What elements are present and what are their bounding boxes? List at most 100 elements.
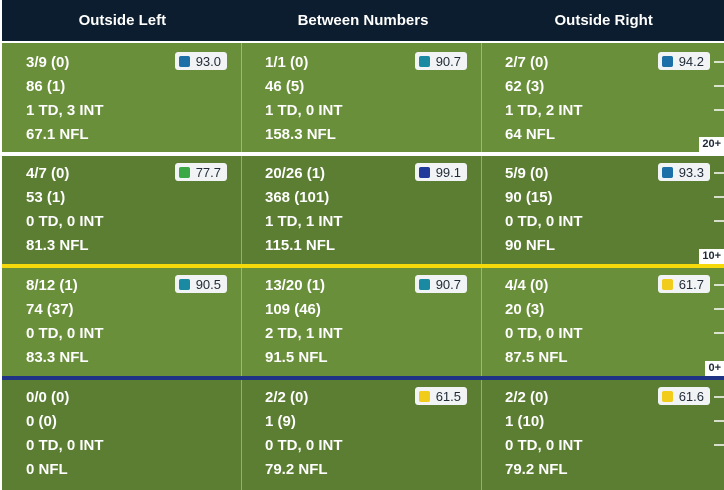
stat-td-int: 2 TD, 1 INT	[265, 325, 343, 342]
grade-value: 61.7	[678, 276, 704, 292]
stat-rating: 67.1 NFL	[26, 126, 89, 143]
grade-badge: 90.7	[414, 52, 467, 70]
stat-yards: 20 (3)	[505, 301, 545, 318]
stat-rating: 87.5 NFL	[505, 349, 568, 366]
stat-rating: 0 NFL	[26, 461, 68, 478]
yard-tick	[714, 308, 724, 310]
stat-comp: 8/12 (1)	[26, 277, 78, 294]
grade-color-swatch	[178, 166, 190, 178]
cell-intermediate-between-numbers[interactable]: 20/26 (1) 368 (101) 1 TD, 1 INT 115.1 NFL 99…	[241, 154, 481, 266]
cell-behind-los-between-numbers[interactable]: 2/2 (0) 1 (9) 0 TD, 0 INT 79.2 NFL 61.5	[241, 378, 481, 490]
grade-value: 61.5	[435, 388, 461, 404]
grade-color-swatch	[178, 278, 190, 290]
grade-badge: 77.7	[174, 163, 227, 181]
yard-tick	[714, 444, 724, 446]
field-grid: 3/9 (0) 86 (1) 1 TD, 3 INT 67.1 NFL 93.0 1/1 …	[2, 43, 724, 490]
stat-comp: 1/1 (0)	[265, 54, 309, 71]
stat-yards: 90 (15)	[505, 189, 553, 206]
stat-comp: 20/26 (1)	[265, 165, 326, 182]
grade-value: 93.3	[678, 164, 704, 180]
cell-stats: 0/0 (0) 0 (0) 0 TD, 0 INT 0 NFL	[26, 386, 104, 482]
cell-behind-los-outside-right[interactable]: 2/2 (0) 1 (10) 0 TD, 0 INT 79.2 NFL 61.6	[481, 378, 724, 490]
grade-color-swatch	[418, 278, 430, 290]
cell-stats: 4/7 (0) 53 (1) 0 TD, 0 INT 81.3 NFL	[26, 162, 104, 258]
stat-td-int: 0 TD, 0 INT	[265, 437, 343, 454]
yard-tick	[714, 284, 724, 286]
cell-deep-between-numbers[interactable]: 1/1 (0) 46 (5) 1 TD, 0 INT 158.3 NFL 90.7	[241, 43, 481, 154]
stat-rating: 81.3 NFL	[26, 237, 89, 254]
stat-yards: 53 (1)	[26, 189, 66, 206]
cell-short-outside-left[interactable]: 8/12 (1) 74 (37) 0 TD, 0 INT 83.3 NFL 90.5	[2, 266, 241, 378]
grade-value: 99.1	[435, 164, 461, 180]
cell-intermediate-outside-right[interactable]: 5/9 (0) 90 (15) 0 TD, 0 INT 90 NFL 93.3	[481, 154, 724, 266]
stat-rating: 64 NFL	[505, 126, 556, 143]
cell-stats: 2/2 (0) 1 (9) 0 TD, 0 INT 79.2 NFL	[265, 386, 343, 482]
grade-value: 93.0	[195, 53, 221, 69]
stat-td-int: 0 TD, 0 INT	[505, 437, 583, 454]
yard-tick	[714, 332, 724, 334]
stat-rating: 83.3 NFL	[26, 349, 89, 366]
stat-td-int: 1 TD, 0 INT	[265, 102, 343, 119]
stat-rating: 90 NFL	[505, 237, 556, 254]
stat-td-int: 1 TD, 3 INT	[26, 102, 104, 119]
grade-badge: 90.5	[174, 275, 227, 293]
yard-tick	[714, 420, 724, 422]
stat-td-int: 1 TD, 2 INT	[505, 102, 583, 119]
stat-yards: 368 (101)	[265, 189, 330, 206]
stat-td-int: 1 TD, 1 INT	[265, 213, 343, 230]
depth-label: 20+	[699, 137, 724, 152]
stat-td-int: 0 TD, 0 INT	[505, 325, 583, 342]
yard-tick	[714, 61, 724, 63]
cell-stats: 2/2 (0) 1 (10) 0 TD, 0 INT 79.2 NFL	[505, 386, 583, 482]
cell-short-between-numbers[interactable]: 13/20 (1) 109 (46) 2 TD, 1 INT 91.5 NFL 90.7	[241, 266, 481, 378]
grade-color-swatch	[418, 390, 430, 402]
stat-rating: 91.5 NFL	[265, 349, 328, 366]
cell-stats: 2/7 (0) 62 (3) 1 TD, 2 INT 64 NFL	[505, 51, 583, 147]
cell-short-outside-right[interactable]: 4/4 (0) 20 (3) 0 TD, 0 INT 87.5 NFL 61.7	[481, 266, 724, 378]
yard-tick	[714, 85, 724, 87]
yard-tick	[714, 109, 724, 111]
grade-badge: 94.2	[657, 52, 710, 70]
depth-label: 10+	[699, 249, 724, 264]
stat-yards: 46 (5)	[265, 78, 305, 95]
grade-value: 90.5	[195, 276, 221, 292]
stat-yards: 74 (37)	[26, 301, 74, 318]
stat-yards: 86 (1)	[26, 78, 66, 95]
stat-comp: 3/9 (0)	[26, 54, 70, 71]
stat-yards: 1 (9)	[265, 413, 296, 430]
stat-rating: 79.2 NFL	[265, 461, 328, 478]
cell-intermediate-outside-left[interactable]: 4/7 (0) 53 (1) 0 TD, 0 INT 81.3 NFL 77.7	[2, 154, 241, 266]
cell-stats: 4/4 (0) 20 (3) 0 TD, 0 INT 87.5 NFL	[505, 274, 583, 370]
stat-comp: 4/7 (0)	[26, 165, 70, 182]
cell-stats: 1/1 (0) 46 (5) 1 TD, 0 INT 158.3 NFL	[265, 51, 343, 147]
zone-separator-white	[2, 152, 724, 156]
grade-badge: 93.3	[657, 163, 710, 181]
grade-badge: 61.6	[657, 387, 710, 405]
grade-badge: 99.1	[414, 163, 467, 181]
yard-tick	[714, 172, 724, 174]
stat-yards: 1 (10)	[505, 413, 545, 430]
grade-value: 61.6	[678, 388, 704, 404]
cell-stats: 8/12 (1) 74 (37) 0 TD, 0 INT 83.3 NFL	[26, 274, 104, 370]
grade-value: 90.7	[435, 276, 461, 292]
stat-td-int: 0 TD, 0 INT	[505, 213, 583, 230]
zone-separator-blue	[2, 376, 724, 380]
stat-comp: 13/20 (1)	[265, 277, 326, 294]
cell-stats: 20/26 (1) 368 (101) 1 TD, 1 INT 115.1 NFL	[265, 162, 343, 258]
stat-td-int: 0 TD, 0 INT	[26, 213, 104, 230]
grade-color-swatch	[418, 55, 430, 67]
grade-value: 77.7	[195, 164, 221, 180]
grade-color-swatch	[661, 390, 673, 402]
cell-behind-los-outside-left[interactable]: 0/0 (0) 0 (0) 0 TD, 0 INT 0 NFL	[2, 378, 241, 490]
cell-deep-outside-right[interactable]: 2/7 (0) 62 (3) 1 TD, 2 INT 64 NFL 94.2	[481, 43, 724, 154]
grade-value: 90.7	[435, 53, 461, 69]
cell-deep-outside-left[interactable]: 3/9 (0) 86 (1) 1 TD, 3 INT 67.1 NFL 93.0	[2, 43, 241, 154]
grade-badge: 61.7	[657, 275, 710, 293]
grade-badge: 93.0	[174, 52, 227, 70]
yard-tick	[714, 196, 724, 198]
column-header-outside-right: Outside Right	[554, 12, 653, 29]
stat-td-int: 0 TD, 0 INT	[26, 325, 104, 342]
zone-deep: 3/9 (0) 86 (1) 1 TD, 3 INT 67.1 NFL 93.0 1/1 …	[2, 43, 724, 154]
stat-yards: 0 (0)	[26, 413, 57, 430]
